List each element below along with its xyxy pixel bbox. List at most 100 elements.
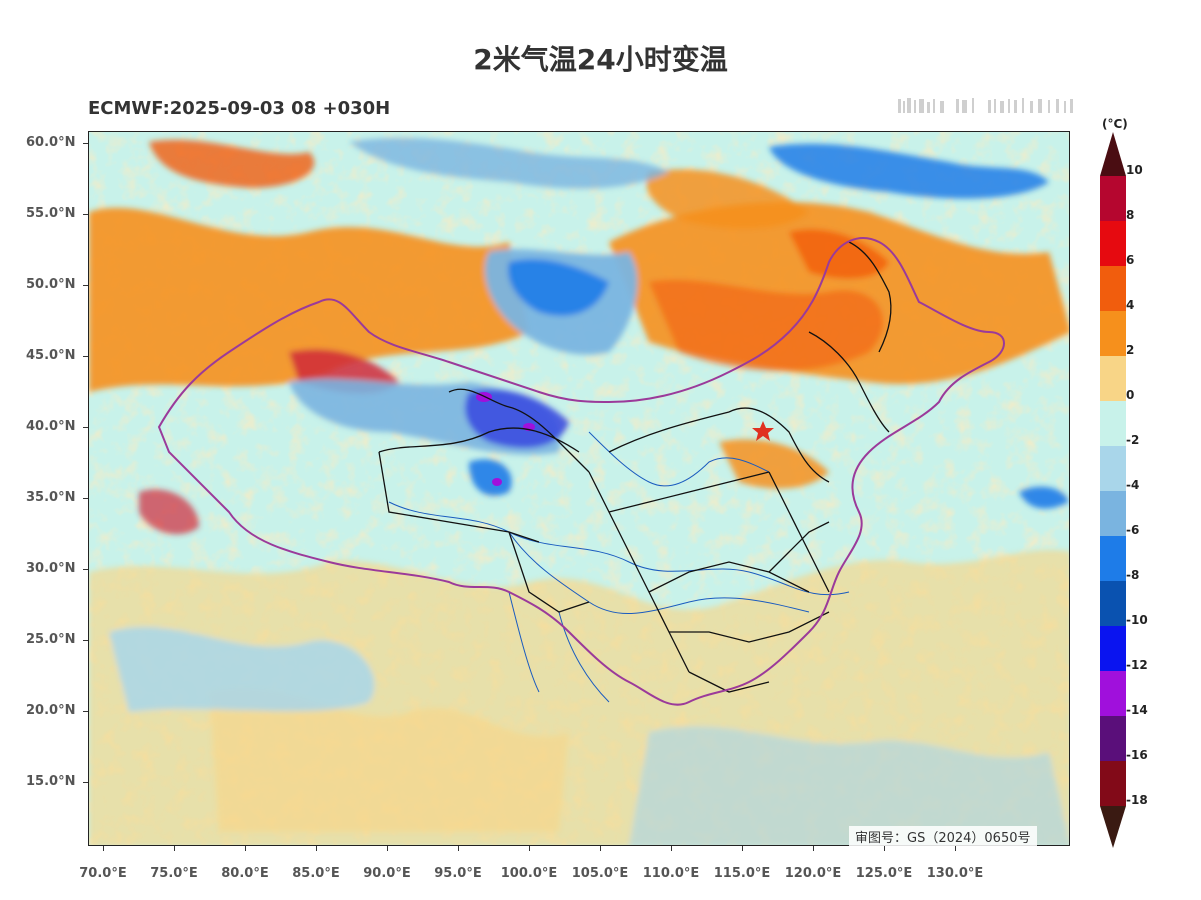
extreme-cold-spot: [492, 478, 502, 486]
north-china-warm-area: [719, 439, 829, 489]
lat-tick: [83, 498, 88, 499]
kazakhstan-warm-area: [89, 207, 529, 392]
lon-tick: [174, 846, 175, 851]
lon-tick: [884, 846, 885, 851]
colorbar-top-arrow: [1100, 132, 1126, 176]
colorbar-segment: [1100, 176, 1126, 221]
lat-tick: [83, 569, 88, 570]
lon-tick-label: 105.0°E: [571, 866, 629, 881]
colorbar-segment: [1100, 626, 1126, 671]
map-canvas: [89, 132, 1069, 845]
colorbar-segment: [1100, 716, 1126, 761]
colorbar-label: 8: [1126, 208, 1135, 222]
colorbar-label: -12: [1126, 658, 1148, 672]
watermark-logo: [898, 98, 1073, 113]
colorbar-segment: [1100, 356, 1126, 401]
colorbar-unit: (°C): [1102, 117, 1128, 131]
northwest-warm-core: [149, 139, 315, 188]
lon-tick-label: 85.0°E: [292, 866, 340, 881]
lat-tick: [83, 356, 88, 357]
lat-tick-label: 60.0°N: [26, 135, 76, 150]
lon-tick: [103, 846, 104, 851]
heilongjiang-warm-core: [789, 229, 889, 279]
colorbar-segment: [1100, 491, 1126, 536]
lat-tick-label: 40.0°N: [26, 419, 76, 434]
mongolia-cold-core: [508, 259, 609, 316]
qinghai-cold-core: [469, 459, 512, 496]
lon-tick-label: 70.0°E: [79, 866, 127, 881]
lon-tick: [245, 846, 246, 851]
colorbar-segment: [1100, 536, 1126, 581]
lat-tick: [83, 285, 88, 286]
map-approval-number: 审图号：GS（2024）0650号: [849, 826, 1037, 847]
lat-tick-label: 45.0°N: [26, 348, 76, 363]
lon-tick-label: 110.0°E: [642, 866, 700, 881]
colorbar-label: 10: [1126, 163, 1143, 177]
lat-tick-label: 25.0°N: [26, 632, 76, 647]
lon-tick-label: 130.0°E: [926, 866, 984, 881]
lat-tick: [83, 214, 88, 215]
colorbar-label: 6: [1126, 253, 1135, 267]
lon-tick-label: 95.0°E: [434, 866, 482, 881]
lon-tick-label: 80.0°E: [221, 866, 269, 881]
colorbar-segment: [1100, 761, 1126, 806]
colorbar-segment: [1100, 671, 1126, 716]
lon-tick-label: 115.0°E: [713, 866, 771, 881]
rivers: [388, 431, 850, 703]
colorbar-label: -2: [1126, 433, 1140, 447]
colorbar-label: -14: [1126, 703, 1148, 717]
lon-tick-label: 75.0°E: [150, 866, 198, 881]
south-cool-area: [109, 627, 375, 712]
lon-tick-label: 90.0°E: [363, 866, 411, 881]
province-borders: [378, 241, 892, 693]
colorbar-segment: [1100, 311, 1126, 356]
lat-tick-label: 35.0°N: [26, 490, 76, 505]
colorbar-label: -18: [1126, 793, 1148, 807]
lat-tick: [83, 640, 88, 641]
colorbar-label: -4: [1126, 478, 1140, 492]
colorbar-segment: [1100, 221, 1126, 266]
colorbar-label: -10: [1126, 613, 1148, 627]
lon-tick-label: 120.0°E: [784, 866, 842, 881]
lon-tick-label: 100.0°E: [500, 866, 558, 881]
lon-tick: [742, 846, 743, 851]
colorbar-label: 4: [1126, 298, 1135, 312]
colorbar-segment: [1100, 581, 1126, 626]
lat-tick-label: 15.0°N: [26, 774, 76, 789]
colorbar-segment: [1100, 401, 1126, 446]
colorbar-label: -16: [1126, 748, 1148, 762]
lon-tick: [600, 846, 601, 851]
lat-tick: [83, 711, 88, 712]
colorbar-label: -6: [1126, 523, 1140, 537]
lat-tick: [83, 143, 88, 144]
lat-tick-label: 55.0°N: [26, 206, 76, 221]
lon-tick: [387, 846, 388, 851]
chart-title: 2米气温24小时变温: [473, 43, 728, 76]
south-sea-cool-area: [629, 726, 1069, 845]
model-run-label: ECMWF:2025-09-03 08 +030H: [88, 98, 391, 119]
lon-tick: [316, 846, 317, 851]
colorbar-bottom-arrow: [1100, 806, 1126, 848]
colorbar-label: -8: [1126, 568, 1140, 582]
lat-tick-label: 30.0°N: [26, 561, 76, 576]
lon-tick: [529, 846, 530, 851]
siberia-warm-area: [646, 169, 809, 229]
lat-tick-label: 20.0°N: [26, 703, 76, 718]
temperature-change-map: [88, 131, 1070, 846]
lat-tick: [83, 427, 88, 428]
national-border: [157, 237, 1005, 706]
indochina-warm-area: [209, 687, 569, 832]
lat-tick-label: 50.0°N: [26, 277, 76, 292]
lon-tick: [813, 846, 814, 851]
lon-tick: [458, 846, 459, 851]
inner-mongolia-warm-core: [649, 279, 884, 371]
colorbar-label: 2: [1126, 343, 1135, 357]
colorbar: [1100, 132, 1126, 848]
west-warm-core: [139, 489, 199, 535]
siberia-cold-area: [769, 143, 1049, 199]
pacific-cold-spot: [1019, 486, 1069, 509]
red-star-icon: [752, 421, 774, 441]
lon-tick-label: 125.0°E: [855, 866, 913, 881]
colorbar-segment: [1100, 266, 1126, 311]
lon-tick: [671, 846, 672, 851]
